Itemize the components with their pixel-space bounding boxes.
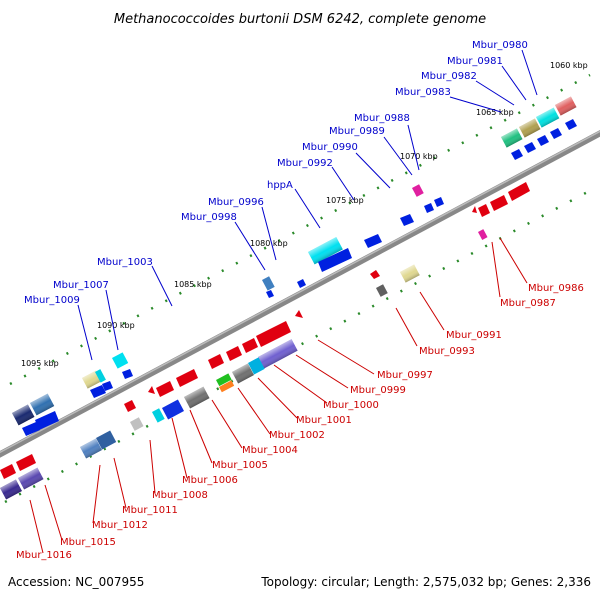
top-connectors (77, 49, 538, 361)
gene-label: Mbur_1001 (296, 415, 352, 426)
gene-label: Mbur_1015 (60, 537, 116, 548)
tick-label: 1090 kbp (97, 321, 135, 330)
gene-label: Mbur_1005 (212, 460, 268, 471)
gene-label: Mbur_0988 (354, 113, 410, 124)
accession-text: Accession: NC_007955 (8, 575, 144, 589)
tick-label: 1075 kbp (326, 196, 364, 205)
genome-summary-text: Topology: circular; Length: 2,575,032 bp… (260, 575, 591, 589)
scale-track-inner (4, 186, 596, 504)
tick-label: 1065 kbp (476, 108, 514, 117)
map-title: Methanococcoides burtonii DSM 6242, comp… (114, 12, 486, 27)
bottom-gene-labels: Mbur_0986 Mbur_0987 Mbur_0991 Mbur_0993 … (16, 283, 584, 561)
tick-label: 1060 kbp (550, 61, 588, 70)
gene-label: Mbur_1009 (24, 295, 80, 306)
tick-label: 1085 kbp (174, 280, 212, 289)
gene-label: Mbur_0993 (419, 346, 475, 357)
gene-label: Mbur_1008 (152, 490, 208, 501)
gene-label: Mbur_0986 (528, 283, 584, 294)
bottom-connectors (29, 237, 528, 554)
tick-label: 1070 kbp (400, 152, 438, 161)
gene-label: Mbur_0980 (472, 40, 528, 51)
gene-label: Mbur_1002 (269, 430, 325, 441)
gene-label: Mbur_0981 (447, 56, 503, 67)
gene-label: Mbur_0996 (208, 197, 264, 208)
gene-label: Mbur_1007 (53, 280, 109, 291)
gene-label: Mbur_1004 (242, 445, 298, 456)
gene-label: Mbur_0991 (446, 330, 502, 341)
top-gene-labels: Mbur_0980 Mbur_0981 Mbur_0982 Mbur_0983 … (24, 40, 528, 306)
gene-label: Mbur_1003 (97, 257, 153, 268)
scale-track-outer (9, 73, 591, 386)
gene-label: Mbur_1011 (122, 505, 178, 516)
gene-label: Mbur_0982 (421, 71, 477, 82)
gene-label: hppA (267, 180, 293, 191)
features-inner (0, 229, 488, 500)
gene-label: Mbur_0998 (181, 212, 237, 223)
gene-label: Mbur_0992 (277, 158, 333, 169)
gene-label: Mbur_0999 (350, 385, 406, 396)
forward-strand-arrows (22, 119, 577, 436)
genome-backbone (0, 129, 600, 458)
gene-label: Mbur_0990 (302, 142, 358, 153)
gene-label: Mbur_1012 (92, 520, 148, 531)
gene-label: Mbur_0997 (377, 370, 433, 381)
tick-label: 1080 kbp (250, 239, 288, 248)
tick-label: 1095 kbp (21, 359, 59, 368)
gene-label: Mbur_1000 (323, 400, 379, 411)
reverse-strand-arrows (0, 182, 530, 479)
features-outer (12, 96, 577, 426)
gene-label: Mbur_0987 (500, 298, 556, 309)
gene-label: Mbur_1016 (16, 550, 72, 561)
gene-label: Mbur_0983 (395, 87, 451, 98)
genome-backbone-highlight (0, 130, 600, 454)
tick-labels: 1060 kbp 1065 kbp 1070 kbp 1075 kbp 1080… (21, 61, 588, 368)
gene-label: Mbur_1006 (182, 475, 238, 486)
gene-label: Mbur_0989 (329, 126, 385, 137)
